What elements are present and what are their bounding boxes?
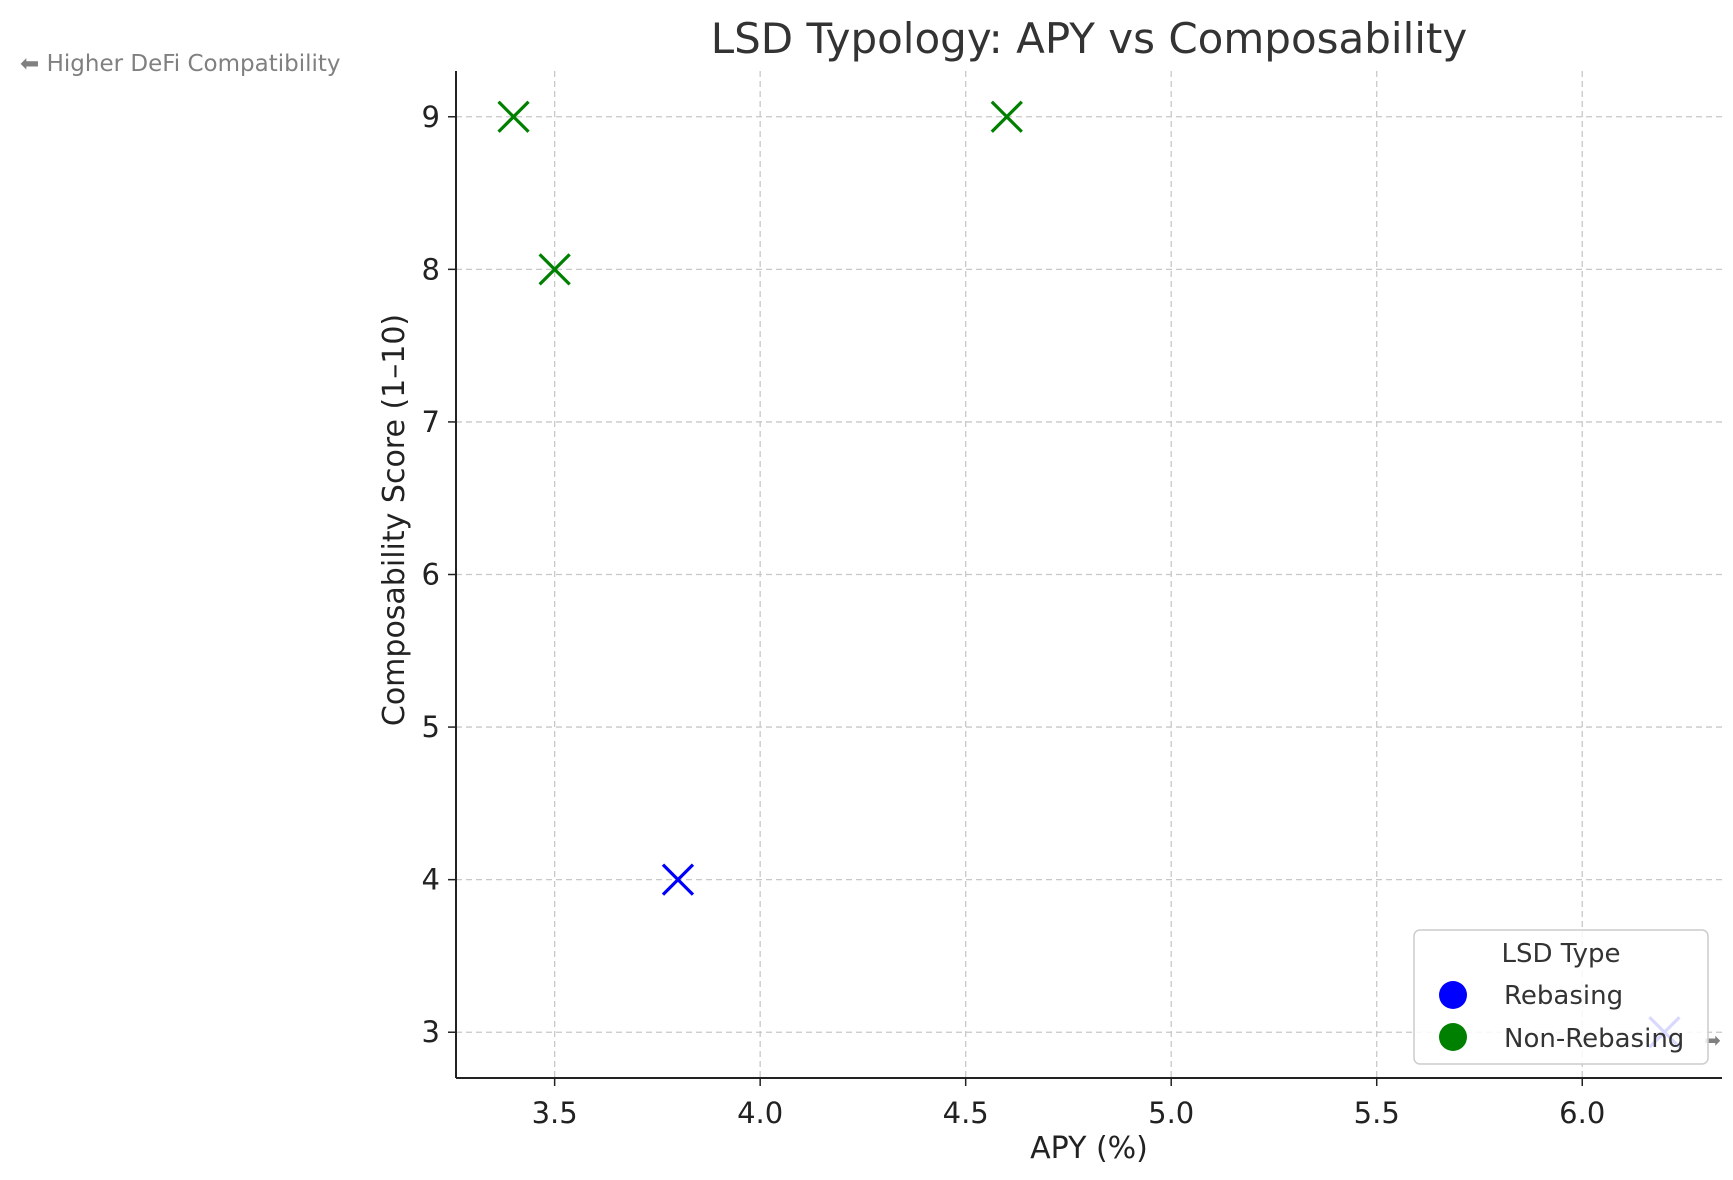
legend-box: [1413, 929, 1709, 1065]
legend-label-non-rebasing: Non-Rebasing: [1504, 1024, 1684, 1054]
x-tick-label: 3.5: [532, 1096, 578, 1130]
legend-marker-rebasing: [1439, 981, 1467, 1009]
legend-label-rebasing: Rebasing: [1504, 981, 1623, 1011]
y-tick-label: 7: [422, 405, 440, 439]
chart-title: LSD Typology: APY vs Composability: [711, 14, 1468, 63]
tick-labels: 3.5 4.0 4.5 5.0 5.5 6.0 3 4 5 6 7 8 9: [422, 100, 1606, 1130]
x-tick-label: 6.0: [1559, 1096, 1605, 1130]
legend-title: LSD Type: [1502, 939, 1621, 969]
y-axis-label: Composability Score (1–10): [377, 314, 412, 726]
point-stroke: [497, 100, 530, 133]
x-tick-label: 4.5: [943, 1096, 989, 1130]
x-tick-label: 5.0: [1148, 1096, 1194, 1130]
x-tick-label: 5.5: [1354, 1096, 1400, 1130]
x-axis-label: APY (%): [1030, 1131, 1148, 1166]
point-non-rebasing: [497, 100, 530, 133]
defi-compatibility-annotation: ⬅ Higher DeFi Compatibility: [20, 51, 341, 77]
axes: [448, 71, 1722, 1086]
point-stroke: [661, 863, 695, 896]
x-tick-label: 4.0: [737, 1096, 783, 1130]
y-tick-label: 5: [422, 710, 440, 744]
y-tick-label: 6: [422, 558, 440, 592]
point-non-rebasing: [538, 253, 571, 286]
point-non-rebasing: [990, 100, 1023, 133]
point-stroke: [990, 100, 1023, 133]
y-tick-label: 8: [422, 252, 440, 286]
y-tick-label: 4: [422, 863, 440, 897]
y-tick-label: 3: [422, 1015, 440, 1049]
point-rebasing: [661, 863, 695, 896]
point-stroke: [538, 253, 571, 286]
grid-lines: [456, 71, 1722, 1078]
legend: LSD Type Rebasing Non-Rebasing: [1413, 929, 1709, 1065]
legend-marker-non-rebasing: [1439, 1023, 1467, 1051]
y-tick-label: 9: [422, 100, 440, 134]
